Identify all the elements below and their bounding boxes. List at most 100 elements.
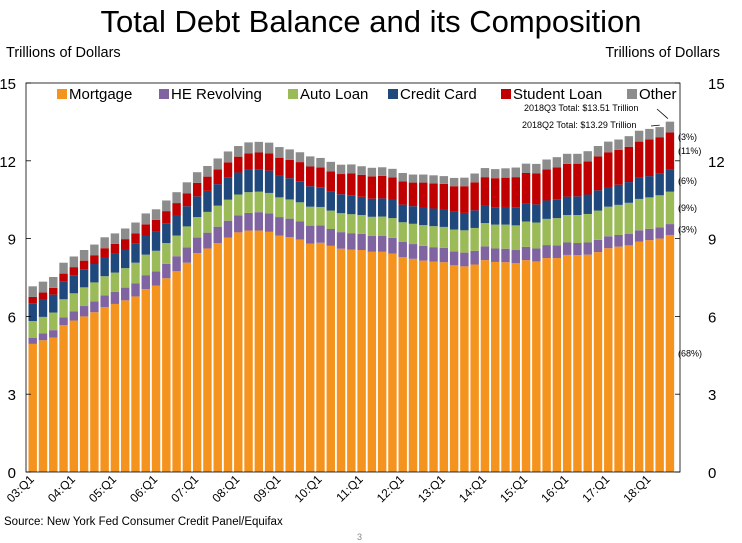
bar-segment — [419, 245, 428, 261]
bar-segment — [449, 211, 459, 230]
bar-segment — [491, 178, 500, 208]
bar-segment — [90, 312, 99, 472]
bar-segment — [419, 260, 428, 472]
bar-segment — [408, 223, 418, 245]
bar-segment — [583, 194, 592, 214]
bar-segment — [182, 226, 192, 248]
bar-segment — [172, 235, 181, 257]
bar-segment — [460, 252, 469, 267]
bar-segment — [624, 202, 634, 234]
bar-segment — [275, 175, 284, 198]
bar-segment — [388, 168, 397, 178]
bar-segment — [244, 192, 253, 213]
bar-segment — [398, 257, 407, 472]
x-tick-label: 04:Q1 — [45, 472, 78, 505]
bar-segment — [141, 235, 150, 255]
bar-segment — [562, 153, 572, 164]
bar-segment — [79, 269, 89, 288]
bar-segment — [131, 233, 140, 244]
bar-segment — [28, 286, 37, 297]
bar-segment — [234, 194, 243, 216]
bar-segment — [367, 236, 377, 252]
bar-segment — [408, 258, 418, 472]
bar-segment — [336, 213, 346, 233]
bar-segment — [59, 325, 68, 472]
bar-segment — [172, 192, 181, 204]
bar-segment — [306, 156, 315, 167]
bar-segment — [182, 262, 192, 472]
bar-segment — [542, 169, 551, 201]
bar-segment — [285, 237, 294, 472]
bar-segment — [172, 271, 181, 472]
bar-segment — [347, 249, 356, 472]
bar-segment — [439, 226, 449, 248]
bar-segment — [49, 312, 58, 331]
legend-label: Auto Loan — [300, 86, 368, 103]
bar-segment — [285, 218, 294, 238]
bar-segment — [634, 241, 644, 472]
bar-segment — [234, 172, 243, 195]
bar-segment — [38, 333, 48, 341]
bar-segment — [69, 311, 79, 321]
y-axis-unit-left: Trillions of Dollars — [6, 45, 121, 61]
bar-segment — [552, 218, 562, 246]
plot-frame — [25, 82, 681, 473]
bar-segment — [501, 248, 510, 263]
bar-segment — [593, 210, 603, 240]
bar-segment — [645, 240, 654, 472]
bar-segment — [614, 139, 623, 150]
bar-segment — [634, 177, 644, 199]
bar-segment — [655, 195, 664, 228]
x-tick-label: 05:Q1 — [86, 472, 119, 505]
bar-segment — [645, 176, 654, 198]
bar-segment — [665, 191, 675, 225]
bar-segment — [336, 164, 346, 175]
x-tick-label: 11:Q1 — [333, 472, 366, 505]
legend-label: Mortgage — [69, 86, 132, 103]
bar-segment — [408, 182, 418, 207]
bar-segment — [377, 167, 387, 176]
x-tick-label: 14:Q1 — [456, 472, 489, 505]
bar-segment — [28, 303, 37, 322]
bar-segment — [316, 187, 325, 207]
bar-segment — [326, 191, 335, 211]
y-tick-label-left: 15 — [0, 76, 16, 93]
bar-segment — [69, 293, 79, 312]
bar-segment — [110, 303, 120, 472]
y-axis-unit-right: Trillions of Dollars — [605, 45, 720, 61]
bar-segment — [377, 236, 387, 252]
bar-segment — [59, 299, 68, 318]
bar-segment — [429, 247, 438, 262]
bar-segment — [254, 191, 264, 213]
bar-segment — [357, 196, 366, 215]
bar-segment — [110, 243, 120, 254]
y-tick-label-right: 9 — [708, 232, 716, 249]
bar-segment — [100, 248, 109, 258]
share-label: (6%) — [678, 176, 697, 186]
bar-segment — [244, 169, 253, 193]
bar-segment — [110, 233, 120, 244]
bar-segment — [511, 250, 520, 264]
bar-segment — [326, 161, 335, 172]
bar-segment — [357, 215, 366, 234]
bar-segment — [285, 199, 294, 219]
bar-segment — [552, 157, 562, 168]
bar-segment — [326, 171, 335, 192]
bar-segment — [655, 127, 664, 138]
bar-segment — [213, 169, 222, 185]
bar-segment — [624, 146, 634, 183]
x-tick-label: 08:Q1 — [209, 472, 242, 505]
bar-segment — [593, 156, 603, 191]
bar-segment — [552, 167, 562, 200]
bar-segment — [532, 248, 541, 262]
bar-segment — [491, 207, 500, 225]
y-tick-label-right: 15 — [708, 76, 725, 93]
bar-segment — [491, 169, 500, 179]
x-tick-label: 06:Q1 — [127, 472, 160, 505]
bar-segment — [491, 261, 500, 472]
bar-segment — [121, 228, 130, 240]
bar-segment — [501, 168, 510, 178]
bar-segment — [439, 247, 449, 263]
bar-segment — [38, 299, 48, 317]
